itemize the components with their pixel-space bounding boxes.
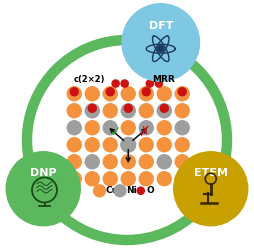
Text: ✗: ✗	[138, 125, 150, 139]
Circle shape	[139, 155, 153, 169]
Circle shape	[175, 172, 189, 186]
Circle shape	[174, 152, 248, 226]
Circle shape	[67, 155, 81, 169]
Circle shape	[121, 138, 135, 152]
Circle shape	[70, 88, 78, 96]
Circle shape	[103, 121, 117, 135]
Circle shape	[155, 80, 163, 87]
Circle shape	[103, 138, 117, 152]
Text: ETEM: ETEM	[194, 168, 228, 178]
Text: Ni: Ni	[126, 186, 137, 195]
Text: O: O	[146, 186, 154, 195]
Text: MRR: MRR	[152, 75, 175, 84]
Circle shape	[103, 87, 117, 101]
Circle shape	[114, 185, 126, 197]
Text: c(2×2): c(2×2)	[74, 75, 105, 84]
Circle shape	[103, 172, 117, 186]
Text: Cu: Cu	[106, 186, 119, 195]
Circle shape	[146, 80, 153, 87]
Circle shape	[67, 138, 81, 152]
Circle shape	[121, 138, 136, 152]
Text: DNP: DNP	[30, 168, 57, 178]
Circle shape	[175, 87, 189, 101]
Circle shape	[121, 172, 135, 186]
Circle shape	[85, 138, 99, 152]
Circle shape	[103, 104, 117, 118]
Circle shape	[67, 87, 81, 101]
Circle shape	[121, 121, 135, 135]
Circle shape	[121, 87, 135, 101]
Circle shape	[106, 88, 114, 96]
Circle shape	[139, 121, 153, 135]
Circle shape	[139, 138, 153, 152]
Circle shape	[103, 155, 117, 169]
Circle shape	[6, 152, 80, 226]
Circle shape	[67, 172, 81, 186]
Circle shape	[139, 87, 153, 101]
Circle shape	[121, 80, 128, 87]
Text: DFT: DFT	[149, 21, 173, 31]
Circle shape	[142, 88, 150, 96]
Circle shape	[175, 155, 189, 169]
Circle shape	[157, 104, 171, 118]
Circle shape	[157, 155, 171, 169]
Circle shape	[121, 155, 135, 169]
Circle shape	[139, 104, 153, 118]
Circle shape	[85, 104, 99, 118]
Circle shape	[157, 121, 171, 135]
Circle shape	[178, 88, 186, 96]
Circle shape	[157, 172, 171, 186]
Circle shape	[157, 87, 171, 101]
Circle shape	[85, 87, 99, 101]
Circle shape	[85, 121, 99, 135]
Circle shape	[121, 104, 135, 118]
Circle shape	[137, 187, 144, 194]
Circle shape	[122, 4, 199, 81]
Circle shape	[67, 121, 81, 135]
Circle shape	[160, 104, 168, 112]
Circle shape	[175, 104, 189, 118]
Circle shape	[85, 155, 99, 169]
Circle shape	[175, 121, 189, 135]
Circle shape	[85, 172, 99, 186]
Circle shape	[157, 138, 171, 152]
Circle shape	[93, 185, 105, 197]
Circle shape	[175, 138, 189, 152]
Circle shape	[88, 104, 96, 112]
Circle shape	[124, 104, 132, 112]
Circle shape	[67, 104, 81, 118]
Circle shape	[157, 46, 164, 52]
Circle shape	[139, 172, 153, 186]
Circle shape	[112, 80, 119, 87]
Text: ✓: ✓	[110, 125, 122, 139]
